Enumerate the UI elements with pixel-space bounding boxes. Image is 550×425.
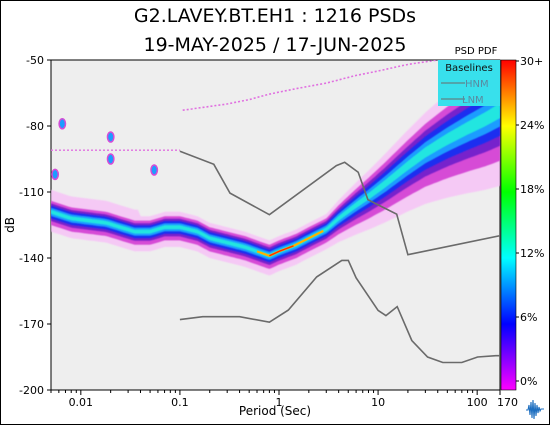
density-spot [106, 153, 115, 165]
x-tick-label: 170 [497, 396, 518, 409]
colorbar-tick-label: 24% [520, 119, 544, 132]
colorbar-tick-label: 12% [520, 247, 544, 260]
y-tick-label: -80 [26, 120, 44, 133]
lnm-line [179, 259, 500, 364]
colorbar-label: PSD PDF [455, 46, 498, 57]
y-tick-label: -170 [19, 318, 44, 331]
colorbar-scale [500, 59, 517, 391]
density-spot [58, 118, 67, 130]
y-tick-label: -140 [19, 252, 44, 265]
y-axis-label: dB [3, 217, 17, 233]
density-spot [106, 131, 115, 143]
legend-entry-hnm: HNM [465, 79, 489, 90]
legend-entry-lnm: LNM [462, 95, 484, 106]
max-psd-trace [182, 60, 446, 111]
legend-title: Baselines [445, 63, 493, 74]
x-tick-label: 100 [467, 396, 488, 409]
axes: -50 -80 -110 -140 -170 -200 0.01 0.1 1 10 100 170 [19, 54, 518, 409]
seismogram-logo-icon [526, 399, 544, 420]
colorbar-tick-label: 30+ [520, 55, 543, 68]
y-tick-label: -200 [19, 384, 44, 397]
x-tick-label: 0.01 [69, 396, 94, 409]
hnm-line [179, 150, 500, 256]
colorbar-tick-label: 0% [520, 375, 537, 388]
legend: Baselines HNM LNM [438, 60, 500, 106]
x-tick-label: 1 [275, 396, 282, 409]
psd-density [51, 60, 500, 276]
colorbar-tick-label: 18% [520, 183, 544, 196]
chart-subtitle: 19-MAY-2025 / 17-JUN-2025 [143, 34, 407, 56]
y-tick-label: -50 [26, 54, 44, 67]
baseline-lines [179, 150, 500, 364]
density-band [51, 68, 500, 269]
x-tick-label: 10 [371, 396, 385, 409]
density-spot [51, 168, 60, 181]
density-spot [150, 164, 159, 176]
colorbar: PSD PDF 30+ 24% 18% 12% 6% 0% [455, 46, 544, 391]
chart-title: G2.LAVEY.BT.EH1 : 1216 PSDs [133, 5, 417, 27]
density-band [51, 87, 500, 263]
x-axis-label: Period (Sec) [239, 404, 311, 418]
colorbar-tick-label: 6% [520, 311, 537, 324]
x-tick-label: 0.1 [171, 396, 189, 409]
y-tick-label: -110 [19, 186, 44, 199]
density-core-peak [269, 245, 294, 257]
